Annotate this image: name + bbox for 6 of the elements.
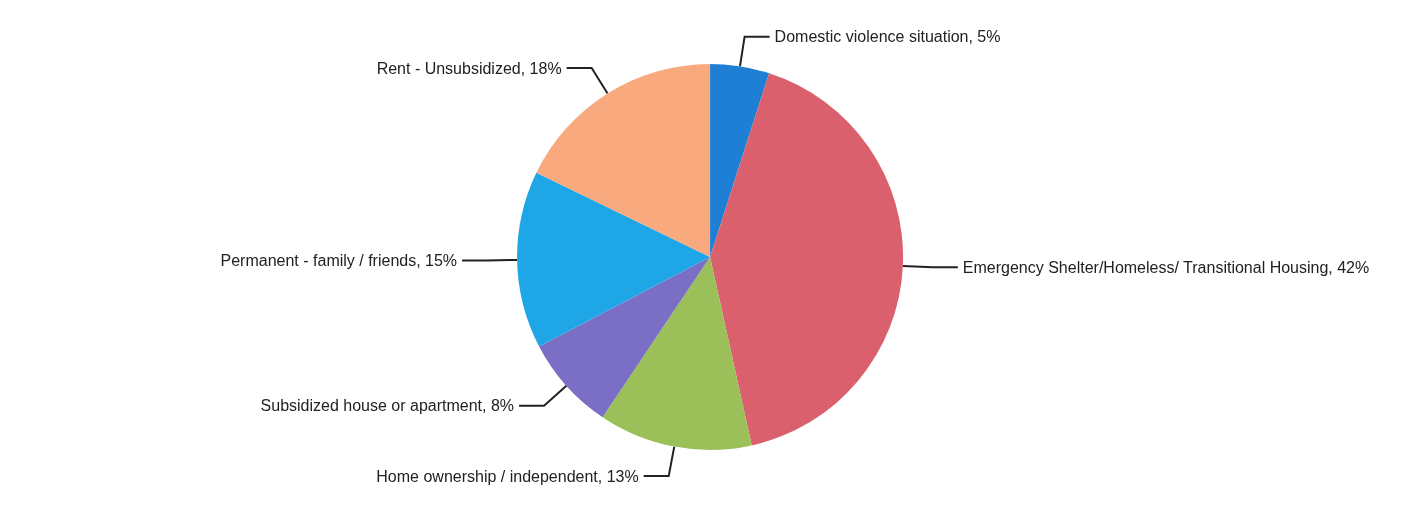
slice-label: Emergency Shelter/Homeless/ Transitional Housing, 42%: [962, 258, 1370, 276]
slice-label: Permanent - family / friends, 15%: [220, 251, 458, 269]
slice-label: Home ownership / independent, 13%: [376, 467, 639, 485]
slice-label: Domestic violence situation, 5%: [774, 28, 1001, 46]
slice-label: Subsidized house or apartment, 8%: [260, 397, 515, 415]
slice-label: Rent - Unsubsidized, 18%: [376, 59, 562, 77]
